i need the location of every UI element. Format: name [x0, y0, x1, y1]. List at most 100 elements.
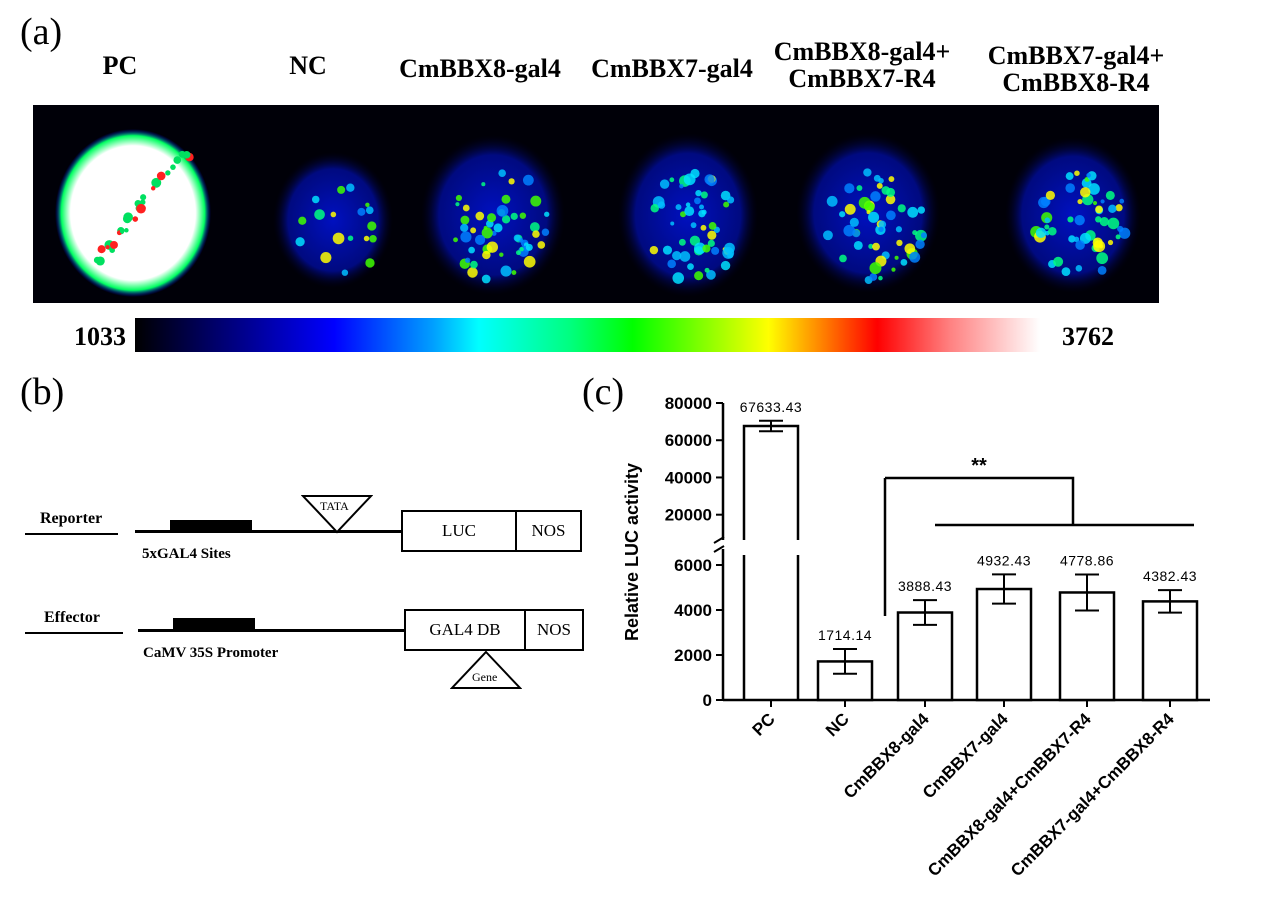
luminescence-spot [1045, 190, 1056, 201]
luminescence-spot [707, 230, 717, 240]
luminescence-spot [1053, 256, 1064, 267]
luminescence-spot [347, 235, 354, 241]
luminescence-spot [672, 272, 685, 284]
y-tick-label: 6000 [674, 556, 712, 575]
luminescence-spot [872, 242, 880, 251]
luminescence-spot [920, 232, 927, 239]
luminescence-spot [708, 222, 717, 230]
luminescence-spot [706, 270, 716, 280]
luminescence-spot [537, 241, 546, 249]
y-tick-label: 20000 [665, 506, 712, 525]
luminescence-spot [491, 230, 497, 236]
luminescence-spot [894, 255, 899, 260]
luminescence-spot [849, 217, 859, 227]
luminescence-spot [1088, 183, 1100, 195]
luminescence-spot [295, 237, 305, 247]
luminescence-spot [698, 209, 706, 218]
luminescence-spot [1075, 240, 1085, 250]
luminescence-spot [915, 239, 925, 250]
luminescence-spot [346, 183, 355, 192]
luminescence-spot [839, 211, 846, 218]
luminescence-spot [856, 185, 863, 191]
luminescence-spot [707, 239, 715, 247]
y-tick-label: 80000 [665, 394, 712, 413]
luminescence-spot [519, 212, 527, 219]
luminescence-spot [508, 178, 515, 185]
luminescence-spot [140, 194, 147, 201]
luminescence-spot [869, 262, 882, 275]
imaging-label-line: CmBBX8-R4 [1002, 68, 1150, 97]
scale-max-label: 3762 [1062, 322, 1114, 351]
luminescence-spot [888, 176, 895, 182]
luminescence-spot [909, 251, 921, 263]
bar [1141, 600, 1199, 702]
luminescence-spot [529, 222, 540, 232]
luminescence-spot [1067, 216, 1074, 223]
luminescence-spot [1099, 217, 1109, 227]
imaging-label-line: CmBBX8-gal4+ [773, 37, 951, 66]
imaging-svg [55, 129, 1141, 297]
luminescence-spot [460, 223, 469, 232]
luminescence-spot [687, 263, 694, 270]
luminescence-spot [649, 245, 659, 255]
value-label: 3888.43 [898, 578, 952, 594]
luminescence-spot [151, 177, 162, 188]
value-label: 4778.86 [1060, 552, 1114, 568]
luminescence-spot [499, 252, 504, 257]
leaf-disc [1005, 137, 1141, 293]
luminescence-spot [900, 258, 908, 266]
y-tick-label: 0 [703, 691, 712, 710]
effector-backbone [138, 629, 406, 632]
luminescence-spot [704, 267, 710, 273]
x-tick-label: CmBBX7-gal4+CmBBX8-R4 [1007, 709, 1178, 880]
x-tick-label: CmBBX7-gal4 [919, 709, 1012, 802]
leaf-disc [55, 129, 211, 297]
luminescence-spot [843, 224, 856, 237]
luminescence-spot [455, 194, 463, 202]
luminescence-spot [878, 220, 887, 229]
luminescence-spot [367, 221, 377, 231]
luminescence-spot [1119, 198, 1125, 204]
luminescence-spot [481, 182, 486, 187]
luminescence-spot [679, 184, 684, 189]
luminescence-spot [891, 267, 896, 272]
luminescence-spot [826, 195, 838, 207]
luc-box: LUC [401, 510, 517, 552]
reporter-backbone [135, 530, 403, 533]
luminescence-spot [897, 204, 906, 213]
value-label: 67633.43 [740, 399, 802, 415]
luminescence-spot [1095, 205, 1103, 214]
luminescence-spot [464, 257, 471, 263]
luminescence-spot [700, 224, 707, 231]
luminescence-spot [1048, 226, 1057, 236]
luminescence-spot [1100, 199, 1105, 204]
luminescence-spot [105, 240, 111, 246]
luminescence-spot [694, 271, 704, 281]
luminescence-spot [330, 211, 337, 218]
luminescence-spot [341, 269, 349, 276]
luminescence-spot [460, 231, 472, 243]
luminescence-spot [453, 237, 458, 243]
reporter-label-line [25, 533, 118, 535]
y-tick-label: 40000 [665, 468, 712, 487]
luminescence-spot [481, 227, 493, 239]
luminescence-spot [727, 252, 734, 259]
significance-bracket [885, 476, 1075, 525]
luminescence-spot [483, 225, 488, 230]
luminescence-spot [298, 216, 307, 225]
luminescence-spot [541, 228, 550, 236]
luminescence-spot [496, 205, 509, 217]
luminescence-spot [1098, 243, 1104, 249]
luminescence-spot [1074, 214, 1085, 226]
luminescence-spot [1035, 227, 1047, 239]
luminescence-spot [1077, 198, 1083, 205]
luminescence-spot [332, 232, 345, 245]
luminescence-spot [369, 235, 377, 243]
imaging-label-line: CmBBX7-gal4+ [987, 41, 1165, 70]
luminescence-spot [863, 168, 872, 177]
luminescence-spot [1044, 224, 1050, 230]
y-tick-label: 4000 [674, 601, 712, 620]
luminescence-spot [173, 156, 182, 164]
luminescence-spot [667, 259, 676, 269]
luminescence-spot [1080, 187, 1091, 198]
